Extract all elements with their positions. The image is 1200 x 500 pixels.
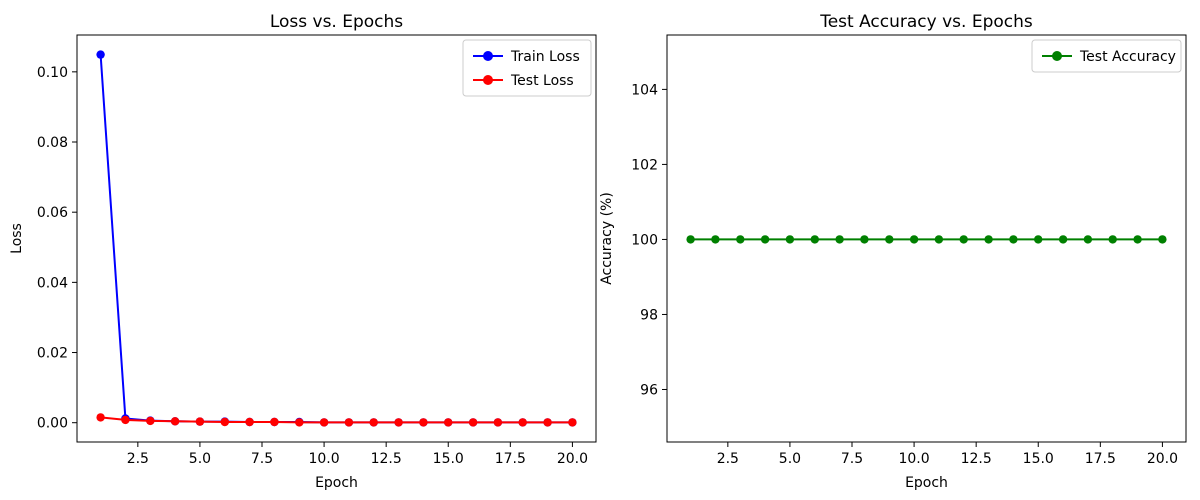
chart-title: Loss vs. Epochs: [270, 12, 403, 32]
legend-box: [462, 39, 592, 97]
test-accuracy-legend-marker: [1052, 51, 1062, 61]
test-loss-marker: [468, 418, 478, 427]
x-tick-label: 12.5: [961, 451, 992, 467]
x-tick-label: 15.0: [433, 451, 464, 467]
axes-spines: [76, 34, 597, 443]
test-loss-marker: [543, 418, 552, 427]
loss-chart: 2.5 5.0 7.5 10.0 12.5 15.0 17.5 20.0 0.00 0.02 0.0…: [9, 12, 597, 491]
test-loss-marker: [444, 418, 453, 427]
legend: Test Accuracy: [1031, 39, 1182, 73]
test-accuracy-marker: [860, 235, 869, 244]
x-tick-label: 12.5: [371, 451, 402, 467]
test-loss-marker: [369, 418, 378, 427]
y-tick-label: 0.04: [37, 275, 68, 291]
legend-label: Train Loss: [510, 49, 580, 65]
test-accuracy-marker: [711, 235, 720, 244]
test-loss-legend-marker: [483, 75, 493, 85]
test-loss-marker: [344, 418, 354, 427]
test-accuracy-marker: [1083, 235, 1093, 244]
legend-label: Test Loss: [510, 73, 574, 89]
x-tick-label: 17.5: [1085, 451, 1116, 467]
test-accuracy-marker: [984, 235, 993, 244]
test-accuracy-marker: [959, 235, 968, 244]
x-axis-label: Epoch: [905, 475, 948, 491]
chart-title: Test Accuracy vs. Epochs: [819, 12, 1033, 32]
x-tick-label: 7.5: [251, 451, 273, 467]
x-tick-label: 15.0: [1023, 451, 1054, 467]
x-tick-label: 10.0: [308, 451, 339, 467]
x-tick-label: 17.5: [495, 451, 526, 467]
test-loss-marker: [518, 418, 527, 427]
test-accuracy-marker: [810, 235, 819, 244]
train-loss-line: [99, 54, 573, 424]
x-axis-label: Epoch: [315, 475, 358, 491]
legend-box: [1031, 39, 1182, 73]
test-loss-marker: [170, 417, 180, 426]
test-accuracy-marker: [760, 235, 770, 244]
test-loss-marker: [96, 413, 105, 422]
y-tick-label: 0.00: [37, 416, 68, 432]
x-tick-label: 7.5: [841, 451, 863, 467]
test-loss-marker: [245, 417, 254, 427]
train-loss-legend-marker: [483, 51, 493, 61]
test-loss-marker: [270, 417, 279, 427]
test-loss-marker: [195, 417, 205, 426]
test-loss-marker: [220, 417, 229, 427]
y-tick-label: 0.10: [37, 65, 68, 81]
test-loss-marker: [121, 415, 130, 425]
test-accuracy-marker: [686, 235, 695, 244]
accuracy-chart: 2.5 5.0 7.5 10.0 12.5 15.0 17.5 20.0 96 98 100 102 1…: [599, 12, 1187, 491]
y-axis-label: Accuracy (%): [599, 192, 615, 285]
x-tick-label: 2.5: [127, 451, 149, 467]
test-loss-marker: [419, 418, 428, 427]
y-tick-label: 104: [631, 82, 658, 98]
test-accuracy-marker: [835, 235, 844, 244]
x-tick-label: 2.5: [717, 451, 739, 467]
y-tick-label: 0.08: [37, 135, 68, 151]
legend-label: Test Accuracy: [1079, 49, 1176, 65]
test-accuracy-marker: [934, 235, 944, 244]
test-loss-marker: [493, 418, 503, 427]
test-accuracy-marker: [1108, 235, 1117, 244]
test-accuracy-marker: [1009, 235, 1018, 244]
test-accuracy-marker: [1058, 235, 1068, 244]
x-tick-label: 5.0: [189, 451, 211, 467]
test-loss-marker: [295, 418, 304, 427]
y-tick-label: 98: [640, 307, 658, 323]
test-accuracy-marker: [736, 235, 745, 244]
x-tick-label: 5.0: [779, 451, 801, 467]
y-tick-label: 96: [640, 382, 658, 398]
train-loss-marker: [96, 50, 105, 59]
test-accuracy-marker: [885, 235, 894, 244]
test-accuracy-marker: [1158, 235, 1167, 244]
test-accuracy-marker: [785, 235, 795, 244]
legend: Train Loss Test Loss: [462, 39, 592, 97]
y-axis-label: Loss: [9, 223, 25, 254]
test-loss-marker: [146, 416, 155, 426]
test-loss-marker: [568, 418, 577, 427]
test-loss-marker: [319, 418, 329, 427]
test-loss-marker: [394, 418, 403, 427]
y-tick-label: 100: [631, 232, 658, 248]
test-accuracy-marker: [1034, 235, 1043, 244]
x-tick-label: 20.0: [557, 451, 588, 467]
test-accuracy-marker: [909, 235, 919, 244]
x-tick-label: 20.0: [1147, 451, 1178, 467]
y-tick-label: 0.06: [37, 205, 68, 221]
test-accuracy-marker: [1133, 235, 1142, 244]
axes-spines: [666, 34, 1187, 443]
y-tick-label: 0.02: [37, 346, 68, 362]
x-tick-label: 10.0: [898, 451, 929, 467]
y-tick-label: 102: [631, 157, 658, 173]
